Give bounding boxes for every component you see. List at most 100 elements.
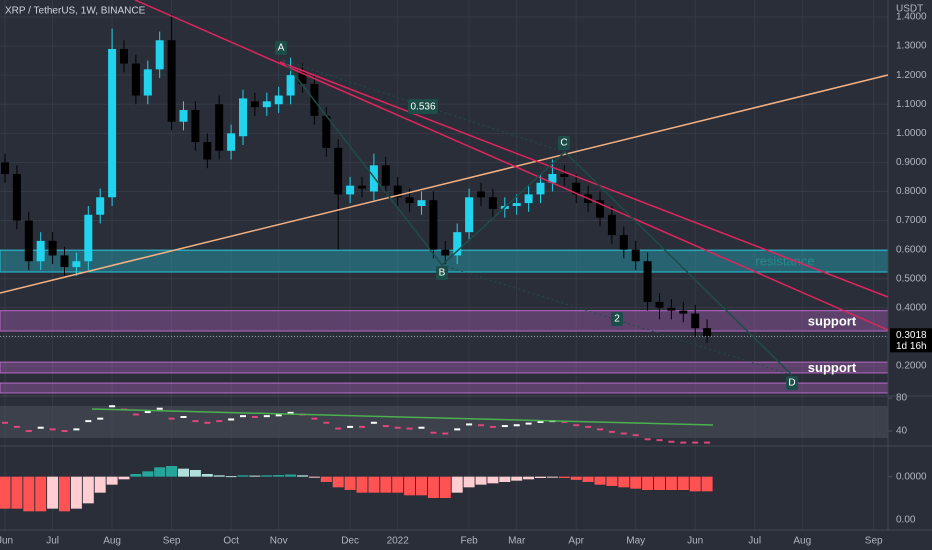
hist-bar xyxy=(463,476,475,488)
candle-body xyxy=(691,313,700,329)
candle-body xyxy=(215,104,224,151)
x-tick-label: Sep xyxy=(163,536,181,547)
hist-bar xyxy=(285,474,297,477)
candle-body xyxy=(322,115,331,148)
candle-body xyxy=(477,191,485,198)
hist-bar xyxy=(546,476,558,478)
candle-body xyxy=(560,174,569,177)
rsi-tick-label: 80 xyxy=(896,393,908,404)
hist-bar xyxy=(665,476,677,490)
y-tick-label: 1.0000 xyxy=(896,128,927,139)
hist-bar xyxy=(368,476,380,493)
candle-body xyxy=(227,133,236,151)
label-box xyxy=(275,41,287,55)
hist-bar xyxy=(606,476,618,486)
candle-body xyxy=(643,261,652,302)
candle-body xyxy=(72,261,81,268)
point-label: D xyxy=(788,378,795,389)
candle-body xyxy=(417,200,426,207)
trendline xyxy=(134,0,889,331)
candle-body xyxy=(298,72,307,84)
rsi-tick-label: 40 xyxy=(896,426,908,437)
candle-body xyxy=(1,162,9,175)
hist-bar xyxy=(178,468,189,477)
candle-body xyxy=(358,185,366,189)
hist-bar xyxy=(118,476,130,480)
hist-bar xyxy=(201,474,213,477)
label-box xyxy=(436,266,448,280)
candle-body xyxy=(679,310,688,314)
hist-bar xyxy=(261,475,273,477)
candle-body xyxy=(131,63,140,96)
hist-bar xyxy=(511,476,523,481)
drawings xyxy=(0,0,889,426)
hist-bar xyxy=(213,475,225,477)
hist-bar xyxy=(189,470,201,477)
candle-body xyxy=(36,240,45,262)
label-box xyxy=(786,376,798,390)
y-tick-label: 0.8000 xyxy=(896,186,927,197)
hist-bar xyxy=(142,471,154,477)
point-label: 2 xyxy=(614,314,620,325)
x-tick-label: Sep xyxy=(865,536,883,547)
candle-body xyxy=(346,185,355,195)
hist-bar xyxy=(154,467,166,477)
trendline xyxy=(0,74,889,294)
candle-body xyxy=(120,48,128,64)
candle-body xyxy=(596,200,604,218)
y-tick-label: 0.6000 xyxy=(896,244,927,255)
hist-bar xyxy=(11,476,23,509)
hist-bar xyxy=(35,476,47,512)
hist-bar xyxy=(451,476,463,493)
candle-body xyxy=(155,40,164,70)
hist-bar xyxy=(106,476,118,485)
hist-tick-label: 0.0000 xyxy=(896,471,927,482)
candle-body xyxy=(334,147,343,195)
x-tick-label: Jul xyxy=(46,536,59,547)
point-label: B xyxy=(439,268,446,279)
hist-bar xyxy=(23,476,35,512)
candle-body xyxy=(191,110,200,143)
candle-body xyxy=(167,40,176,122)
y-tick-label: 0.4000 xyxy=(896,302,927,313)
candle-body xyxy=(536,182,545,195)
hist-bar xyxy=(558,476,570,478)
x-tick-label: May xyxy=(626,536,645,547)
hist-bar xyxy=(59,476,70,512)
hist-bar xyxy=(654,476,665,490)
candle-body xyxy=(465,197,474,233)
candle-body xyxy=(179,110,188,122)
point-label: C xyxy=(560,138,567,149)
x-tick-label: Oct xyxy=(223,536,239,547)
candle-body xyxy=(60,255,69,268)
hist-bar xyxy=(475,476,487,485)
hist-bar xyxy=(535,476,546,478)
price-tag xyxy=(890,328,932,353)
candle-body xyxy=(524,194,533,204)
y-tick-label: 1.3000 xyxy=(896,41,927,52)
ratio-label: 0.536 xyxy=(410,102,435,113)
x-tick-label: Feb xyxy=(460,536,478,547)
label-box xyxy=(558,136,570,150)
candle-body xyxy=(607,214,616,236)
candle-body xyxy=(405,197,414,204)
candle-body xyxy=(667,307,676,311)
pattern-labels: A B C D 2 0.536 xyxy=(275,41,798,390)
hist-bar xyxy=(594,476,606,485)
candle-body xyxy=(453,232,462,256)
point-label: A xyxy=(278,43,285,54)
currency: USDT xyxy=(896,4,923,15)
candle-body xyxy=(512,203,521,207)
label-box xyxy=(408,99,438,114)
hist-bar xyxy=(499,476,511,482)
hist-bar xyxy=(618,476,630,488)
x-tick-label: Apr xyxy=(568,536,584,547)
hist-bar xyxy=(70,476,82,509)
hist-bar xyxy=(427,476,439,498)
candle-body xyxy=(703,328,712,337)
hist-bar xyxy=(332,476,344,488)
hist-bar xyxy=(630,476,642,489)
abcd-pattern xyxy=(282,59,793,376)
candle-body xyxy=(619,235,628,250)
